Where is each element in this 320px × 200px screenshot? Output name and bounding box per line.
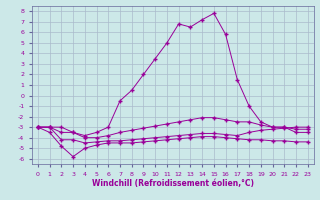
X-axis label: Windchill (Refroidissement éolien,°C): Windchill (Refroidissement éolien,°C) (92, 179, 254, 188)
